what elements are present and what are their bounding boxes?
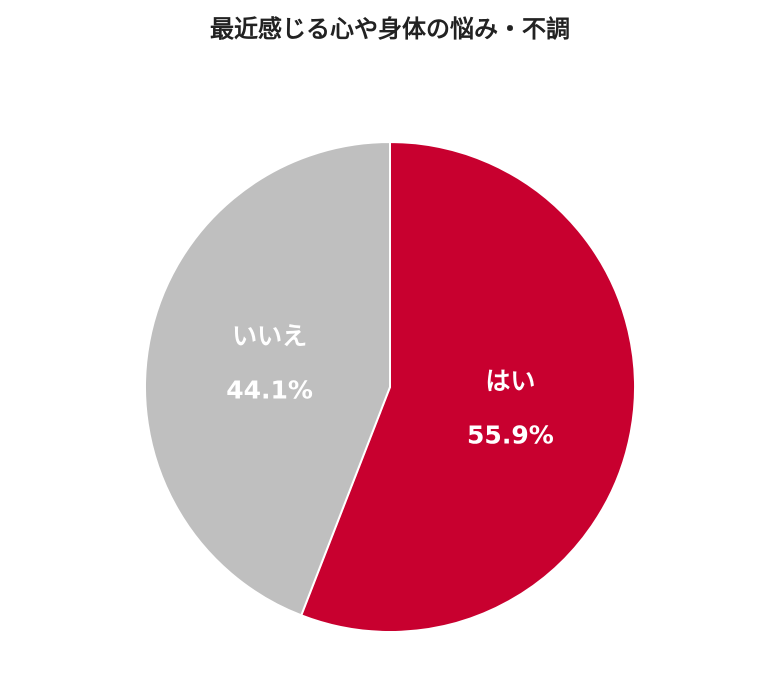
slice-value: 55.9% — [467, 421, 554, 450]
slice-category: いいえ — [232, 321, 307, 350]
chart-title: 最近感じる心や身体の悩み・不調 — [210, 15, 570, 43]
slice-value: 44.1% — [226, 375, 313, 404]
pie-slice — [144, 140, 391, 617]
slice-category: はい — [485, 367, 535, 396]
pie-slice — [299, 140, 636, 633]
